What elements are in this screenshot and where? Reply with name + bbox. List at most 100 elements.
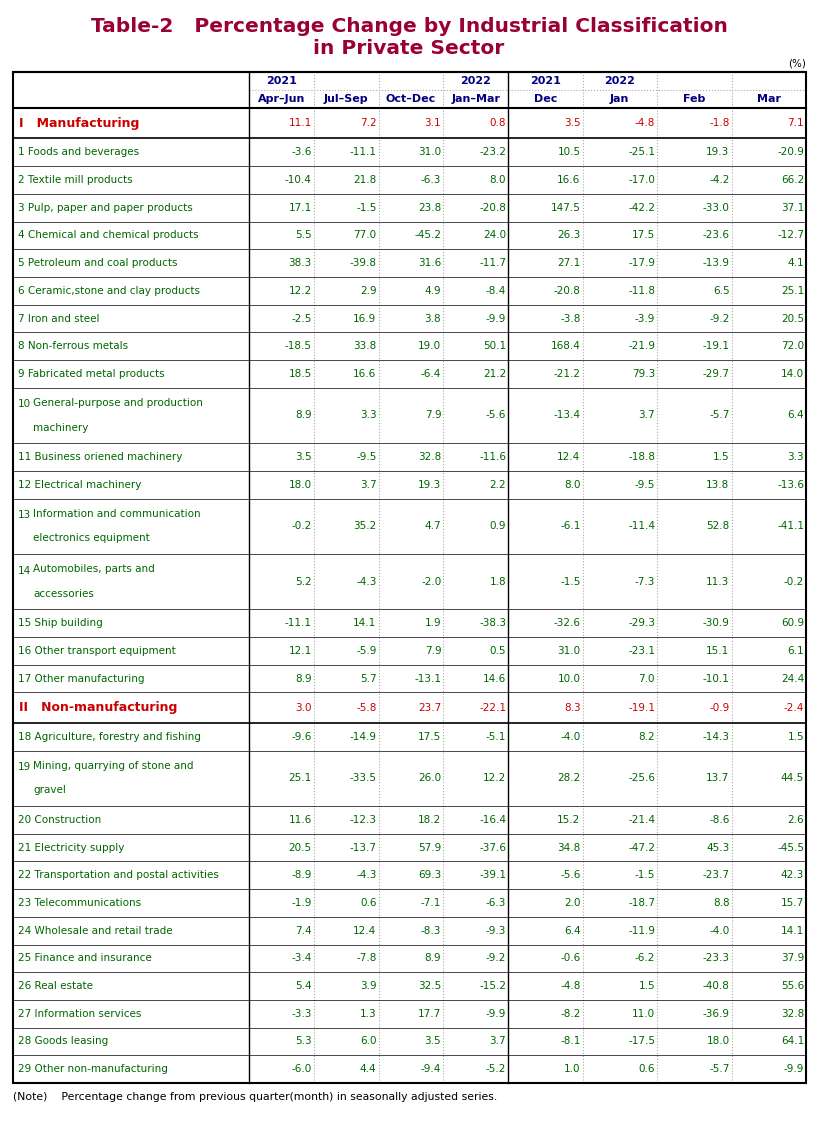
Text: 14.6: 14.6 [482, 674, 506, 684]
Text: 17 Other manufacturing: 17 Other manufacturing [18, 674, 144, 684]
Text: -39.1: -39.1 [479, 871, 506, 880]
Text: 23 Telecommunications: 23 Telecommunications [18, 898, 141, 908]
Text: -22.1: -22.1 [479, 703, 506, 712]
Text: (Note)    Percentage change from previous quarter(month) in seasonally adjusted : (Note) Percentage change from previous q… [13, 1092, 497, 1102]
Text: -2.4: -2.4 [784, 703, 804, 712]
Text: 24.0: 24.0 [483, 231, 506, 241]
Text: -6.1: -6.1 [560, 521, 581, 531]
Text: -13.1: -13.1 [414, 674, 441, 684]
Text: -0.9: -0.9 [709, 703, 730, 712]
Text: 12.2: 12.2 [288, 286, 312, 296]
Text: -38.3: -38.3 [479, 619, 506, 628]
Text: 3.3: 3.3 [360, 411, 377, 421]
Text: 0.6: 0.6 [360, 898, 377, 908]
Text: -5.6: -5.6 [486, 411, 506, 421]
Text: 19.3: 19.3 [706, 147, 730, 158]
Text: 1.5: 1.5 [787, 731, 804, 741]
Text: machinery: machinery [33, 423, 88, 433]
Text: 21 Electricity supply: 21 Electricity supply [18, 843, 124, 853]
Text: 10.0: 10.0 [558, 674, 581, 684]
Text: Mining, quarrying of stone and: Mining, quarrying of stone and [33, 762, 193, 771]
Text: -21.4: -21.4 [628, 814, 655, 825]
Text: 11.6: 11.6 [288, 814, 312, 825]
Text: 3.1: 3.1 [424, 118, 441, 128]
Text: -19.1: -19.1 [703, 341, 730, 351]
Text: -39.8: -39.8 [350, 258, 377, 268]
Text: 1.9: 1.9 [424, 619, 441, 628]
Text: 17.5: 17.5 [418, 731, 441, 741]
Text: 25.1: 25.1 [781, 286, 804, 296]
Text: -1.8: -1.8 [709, 118, 730, 128]
Text: 2022: 2022 [604, 76, 636, 86]
Text: -2.0: -2.0 [421, 577, 441, 586]
Text: 14.0: 14.0 [781, 369, 804, 379]
Text: Jan–Mar: Jan–Mar [451, 94, 500, 104]
Text: 7.0: 7.0 [639, 674, 655, 684]
Text: -23.3: -23.3 [703, 953, 730, 963]
Text: -0.2: -0.2 [784, 577, 804, 586]
Text: -11.6: -11.6 [479, 452, 506, 462]
Text: 0.6: 0.6 [639, 1064, 655, 1074]
Text: -5.9: -5.9 [356, 646, 377, 656]
Text: 21.8: 21.8 [353, 176, 377, 184]
Text: 15 Ship building: 15 Ship building [18, 619, 102, 628]
Text: -13.4: -13.4 [554, 411, 581, 421]
Text: -9.5: -9.5 [635, 479, 655, 489]
Text: 9 Fabricated metal products: 9 Fabricated metal products [18, 369, 165, 379]
Text: -5.7: -5.7 [709, 1064, 730, 1074]
Text: -8.2: -8.2 [560, 1009, 581, 1019]
Text: 15.7: 15.7 [781, 898, 804, 908]
Text: -8.6: -8.6 [709, 814, 730, 825]
Text: 3.9: 3.9 [360, 981, 377, 991]
Text: -45.2: -45.2 [414, 231, 441, 241]
Text: General-purpose and production: General-purpose and production [33, 398, 203, 408]
Text: 24 Wholesale and retail trade: 24 Wholesale and retail trade [18, 926, 173, 936]
Text: -17.9: -17.9 [628, 258, 655, 268]
Text: -9.5: -9.5 [356, 452, 377, 462]
Text: -18.7: -18.7 [628, 898, 655, 908]
Text: 5.4: 5.4 [295, 981, 312, 991]
Text: -4.0: -4.0 [560, 731, 581, 741]
Text: 15.1: 15.1 [706, 646, 730, 656]
Text: -17.5: -17.5 [628, 1036, 655, 1046]
Text: 7.9: 7.9 [424, 411, 441, 421]
Text: in Private Sector: in Private Sector [314, 39, 505, 58]
Text: 0.8: 0.8 [490, 118, 506, 128]
Text: -13.9: -13.9 [703, 258, 730, 268]
Text: 34.8: 34.8 [557, 843, 581, 853]
Text: 35.2: 35.2 [353, 521, 377, 531]
Text: -14.3: -14.3 [703, 731, 730, 741]
Text: 12.4: 12.4 [557, 452, 581, 462]
Text: Jan: Jan [610, 94, 630, 104]
Text: 3.5: 3.5 [563, 118, 581, 128]
Text: 6.5: 6.5 [713, 286, 730, 296]
Text: 32.5: 32.5 [418, 981, 441, 991]
Text: 79.3: 79.3 [631, 369, 655, 379]
Text: -9.9: -9.9 [486, 314, 506, 324]
Text: 3.8: 3.8 [424, 314, 441, 324]
Text: 4 Chemical and chemical products: 4 Chemical and chemical products [18, 231, 199, 241]
Text: 10: 10 [18, 399, 31, 410]
Text: 15.2: 15.2 [557, 814, 581, 825]
Text: 29 Other non-manufacturing: 29 Other non-manufacturing [18, 1064, 168, 1074]
Text: -6.0: -6.0 [292, 1064, 312, 1074]
Text: -4.3: -4.3 [356, 871, 377, 880]
Text: 21.2: 21.2 [482, 369, 506, 379]
Text: 12 Electrical machinery: 12 Electrical machinery [18, 479, 142, 489]
Text: -23.6: -23.6 [703, 231, 730, 241]
Text: 28.2: 28.2 [557, 773, 581, 783]
Text: 22 Transportation and postal activities: 22 Transportation and postal activities [18, 871, 219, 880]
Text: -3.4: -3.4 [292, 953, 312, 963]
Text: -10.4: -10.4 [285, 176, 312, 184]
Text: -9.4: -9.4 [421, 1064, 441, 1074]
Text: 17.7: 17.7 [418, 1009, 441, 1019]
Text: 18.0: 18.0 [288, 479, 312, 489]
Text: 1.5: 1.5 [638, 981, 655, 991]
Text: -6.4: -6.4 [421, 369, 441, 379]
Text: -8.1: -8.1 [560, 1036, 581, 1046]
Text: Table-2   Percentage Change by Industrial Classification: Table-2 Percentage Change by Industrial … [91, 18, 727, 36]
Text: 60.9: 60.9 [781, 619, 804, 628]
Text: -21.9: -21.9 [628, 341, 655, 351]
Text: 2021: 2021 [530, 76, 561, 86]
Text: -14.9: -14.9 [350, 731, 377, 741]
